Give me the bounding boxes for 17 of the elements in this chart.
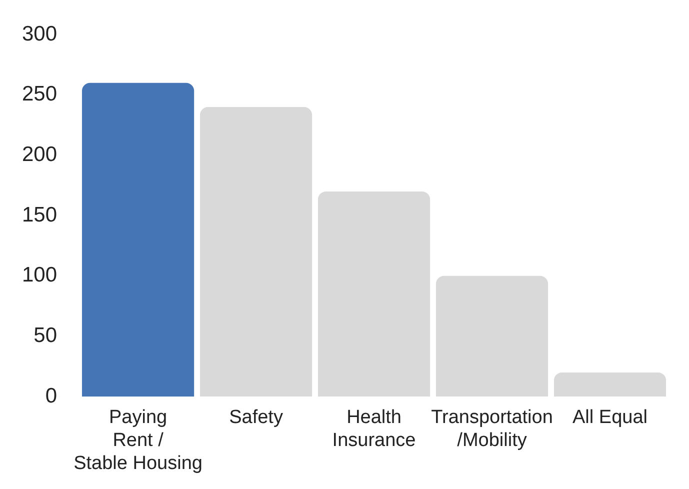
bar [318, 191, 430, 397]
x-tick-label: Transportation /Mobility [431, 407, 553, 452]
x-tick-label: Paying Rent / Stable Housing [74, 407, 202, 474]
x-tick-label: Safety [229, 407, 284, 428]
bar [554, 372, 666, 397]
bar [436, 276, 548, 397]
y-tick-label: 100 [22, 264, 58, 287]
bar [200, 107, 312, 397]
y-tick-label: 250 [22, 82, 58, 106]
y-tick-label: 0 [45, 384, 58, 408]
y-tick-label: 200 [22, 143, 58, 166]
y-tick-label: 300 [22, 22, 58, 46]
y-tick-label: 50 [34, 324, 58, 348]
x-tick-label: Health Insurance [332, 407, 416, 452]
x-tick-label: All Equal [572, 407, 648, 428]
y-tick-label: 150 [22, 203, 58, 226]
bar [82, 82, 194, 397]
